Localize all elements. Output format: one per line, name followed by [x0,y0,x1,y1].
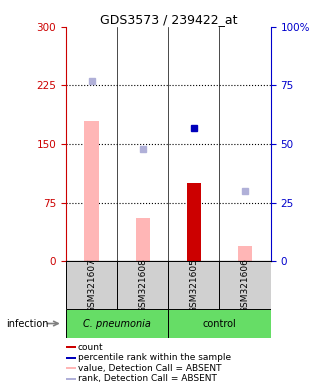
Bar [187,183,201,261]
Title: GDS3573 / 239422_at: GDS3573 / 239422_at [100,13,237,26]
Bar [66,367,76,369]
Text: GSM321607: GSM321607 [87,258,96,313]
Bar [66,309,168,338]
Text: count: count [78,343,103,351]
Text: value, Detection Call = ABSENT: value, Detection Call = ABSENT [78,364,221,372]
Text: percentile rank within the sample: percentile rank within the sample [78,353,231,362]
Bar [66,378,76,380]
Bar [168,261,219,309]
Text: rank, Detection Call = ABSENT: rank, Detection Call = ABSENT [78,374,216,383]
Text: infection: infection [7,318,49,329]
Text: GSM321605: GSM321605 [189,258,198,313]
Bar [117,261,168,309]
Bar [168,309,271,338]
Bar [136,218,150,261]
Text: C. pneumonia: C. pneumonia [83,318,151,329]
Bar [84,121,99,261]
Bar [219,261,271,309]
Text: control: control [203,318,236,329]
Bar [66,261,117,309]
Bar [66,356,76,359]
Bar [66,346,76,348]
Text: GSM321608: GSM321608 [138,258,147,313]
Bar [238,245,252,261]
Text: GSM321606: GSM321606 [241,258,249,313]
